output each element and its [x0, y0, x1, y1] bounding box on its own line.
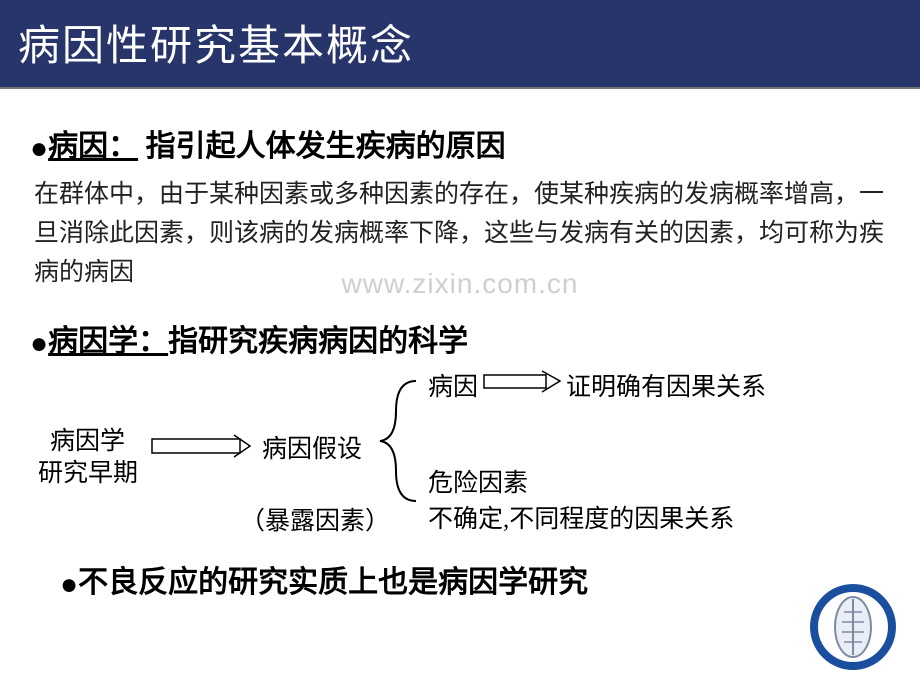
arrow-top-right-icon	[484, 371, 562, 393]
bullet-dot-icon: ●	[30, 132, 48, 165]
bullet-dot-icon: ●	[30, 327, 48, 360]
term-etiology: 病因学：	[48, 325, 168, 358]
term-etiology-def: 指研究疾病病因的科学	[168, 325, 468, 358]
curly-brace-icon	[376, 371, 422, 511]
slide-title: 病因性研究基本概念	[18, 24, 414, 70]
arrow-left-to-mid-icon	[152, 435, 252, 459]
slide: 病因性研究基本概念 ●病因： 指引起人体发生疾病的原因 在群体中，由于某种因素或…	[0, 0, 920, 690]
diagram-mid-label: 病因假设	[262, 429, 362, 465]
term-cause-def: 指引起人体发生疾病的原因	[138, 130, 506, 163]
diagram-bot-right-risk: 危险因素	[428, 463, 528, 499]
term-cause: 病因：	[48, 130, 138, 163]
bullet-dot-icon: ●	[60, 569, 78, 602]
diagram-left-line1: 病因学	[50, 421, 125, 457]
diagram-bot-right-uncertain: 不确定,不同程度的因果关系	[428, 499, 734, 535]
slide-title-bar: 病因性研究基本概念	[0, 0, 920, 89]
bullet-adverse-reaction: ●不良反应的研究实质上也是病因学研究	[60, 557, 890, 602]
bullet-adverse-text: 不良反应的研究实质上也是病因学研究	[78, 566, 588, 599]
diagram-left-line2: 研究早期	[38, 453, 138, 489]
diagram-top-right-proof: 证明确有因果关系	[566, 367, 766, 403]
bullet-etiology-cause: ●病因： 指引起人体发生疾病的原因	[30, 121, 890, 166]
cause-paragraph: 在群体中，由于某种因素或多种因素的存在，使某种疾病的发病概率增高，一旦消除此因素…	[34, 176, 890, 292]
bullet-etiology-science: ●病因学：指研究疾病病因的科学	[30, 316, 890, 361]
etiology-flow-diagram: 病因学 研究早期 病因假设 （暴露因素） 病因 证明确有因果关系 危险因素	[30, 371, 890, 551]
slide-body: ●病因： 指引起人体发生疾病的原因 在群体中，由于某种因素或多种因素的存在，使某…	[0, 89, 920, 603]
institution-logo-icon	[810, 584, 896, 670]
diagram-top-right-cause: 病因	[428, 367, 478, 403]
diagram-mid-note: （暴露因素）	[240, 501, 390, 537]
